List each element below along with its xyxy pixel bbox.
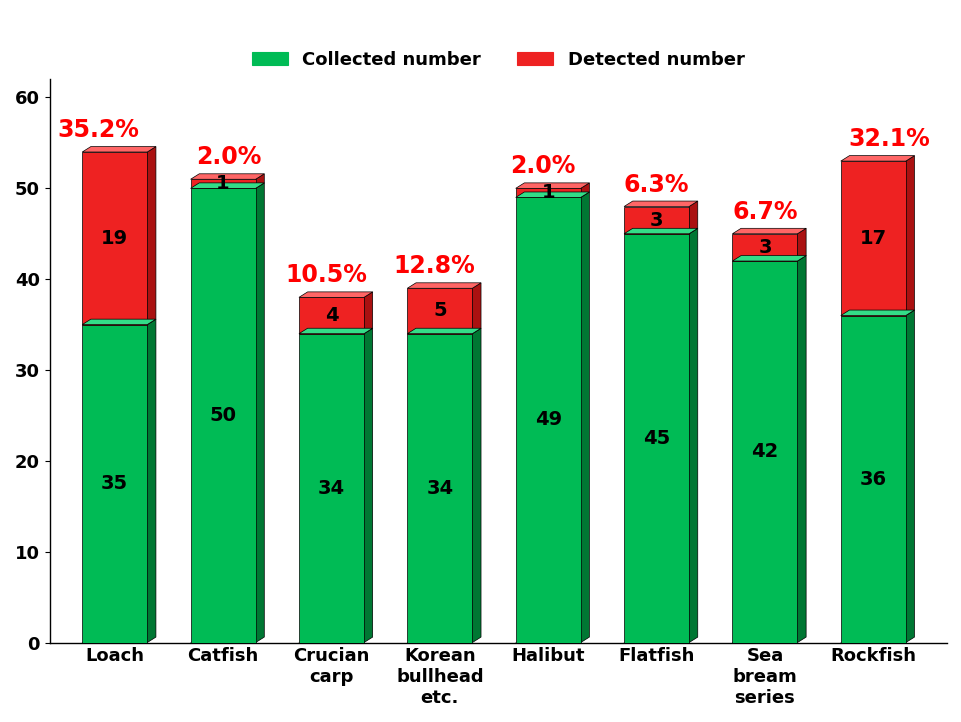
Bar [299, 334, 363, 643]
Legend: Collected number, Detected number: Collected number, Detected number [244, 43, 752, 76]
Polygon shape [580, 192, 589, 643]
Polygon shape [905, 156, 914, 316]
Bar [731, 234, 797, 261]
Text: 2.0%: 2.0% [509, 155, 575, 178]
Bar [407, 288, 472, 334]
Polygon shape [515, 192, 589, 197]
Polygon shape [840, 310, 914, 316]
Polygon shape [840, 156, 914, 161]
Polygon shape [905, 310, 914, 643]
Bar [515, 188, 580, 197]
Text: 34: 34 [317, 479, 345, 497]
Polygon shape [407, 329, 480, 334]
Polygon shape [731, 256, 805, 261]
Bar [190, 179, 256, 188]
Text: 17: 17 [859, 229, 886, 248]
Text: 19: 19 [101, 229, 128, 248]
Text: 34: 34 [426, 479, 453, 497]
Bar [731, 261, 797, 643]
Text: 1: 1 [216, 174, 230, 193]
Text: 35.2%: 35.2% [58, 118, 139, 142]
Text: 12.8%: 12.8% [393, 254, 475, 278]
Text: 35: 35 [101, 474, 128, 493]
Text: 6.7%: 6.7% [731, 200, 797, 224]
Polygon shape [82, 147, 156, 152]
Bar [840, 161, 905, 316]
Bar [515, 197, 580, 643]
Polygon shape [688, 201, 697, 234]
Polygon shape [190, 183, 264, 188]
Polygon shape [147, 319, 156, 643]
Text: 1: 1 [541, 183, 554, 202]
Polygon shape [256, 174, 264, 188]
Bar [840, 316, 905, 643]
Text: 49: 49 [534, 411, 561, 430]
Text: 45: 45 [642, 429, 670, 448]
Polygon shape [797, 256, 805, 643]
Polygon shape [299, 329, 372, 334]
Polygon shape [624, 228, 697, 234]
Polygon shape [82, 319, 156, 325]
Text: 3: 3 [757, 238, 771, 257]
Bar [82, 152, 147, 325]
Polygon shape [407, 283, 480, 288]
Text: 50: 50 [209, 406, 236, 425]
Bar [624, 234, 688, 643]
Polygon shape [624, 201, 697, 206]
Polygon shape [363, 329, 372, 643]
Polygon shape [580, 183, 589, 197]
Text: 32.1%: 32.1% [848, 127, 929, 151]
Polygon shape [363, 292, 372, 334]
Text: 4: 4 [324, 306, 338, 325]
Polygon shape [731, 228, 805, 234]
Polygon shape [797, 228, 805, 261]
Text: 2.0%: 2.0% [196, 145, 261, 169]
Polygon shape [688, 228, 697, 643]
Text: 6.3%: 6.3% [623, 173, 689, 196]
Polygon shape [515, 183, 589, 188]
Polygon shape [299, 292, 372, 297]
Text: 5: 5 [432, 302, 446, 321]
Text: 3: 3 [649, 211, 663, 230]
Bar [190, 188, 256, 643]
Polygon shape [147, 147, 156, 325]
Bar [299, 297, 363, 334]
Text: 36: 36 [859, 469, 886, 489]
Bar [624, 206, 688, 234]
Text: 10.5%: 10.5% [284, 264, 366, 287]
Bar [407, 334, 472, 643]
Polygon shape [256, 183, 264, 643]
Polygon shape [190, 174, 264, 179]
Bar [82, 325, 147, 643]
Text: 42: 42 [751, 443, 777, 461]
Polygon shape [472, 283, 480, 334]
Polygon shape [472, 329, 480, 643]
